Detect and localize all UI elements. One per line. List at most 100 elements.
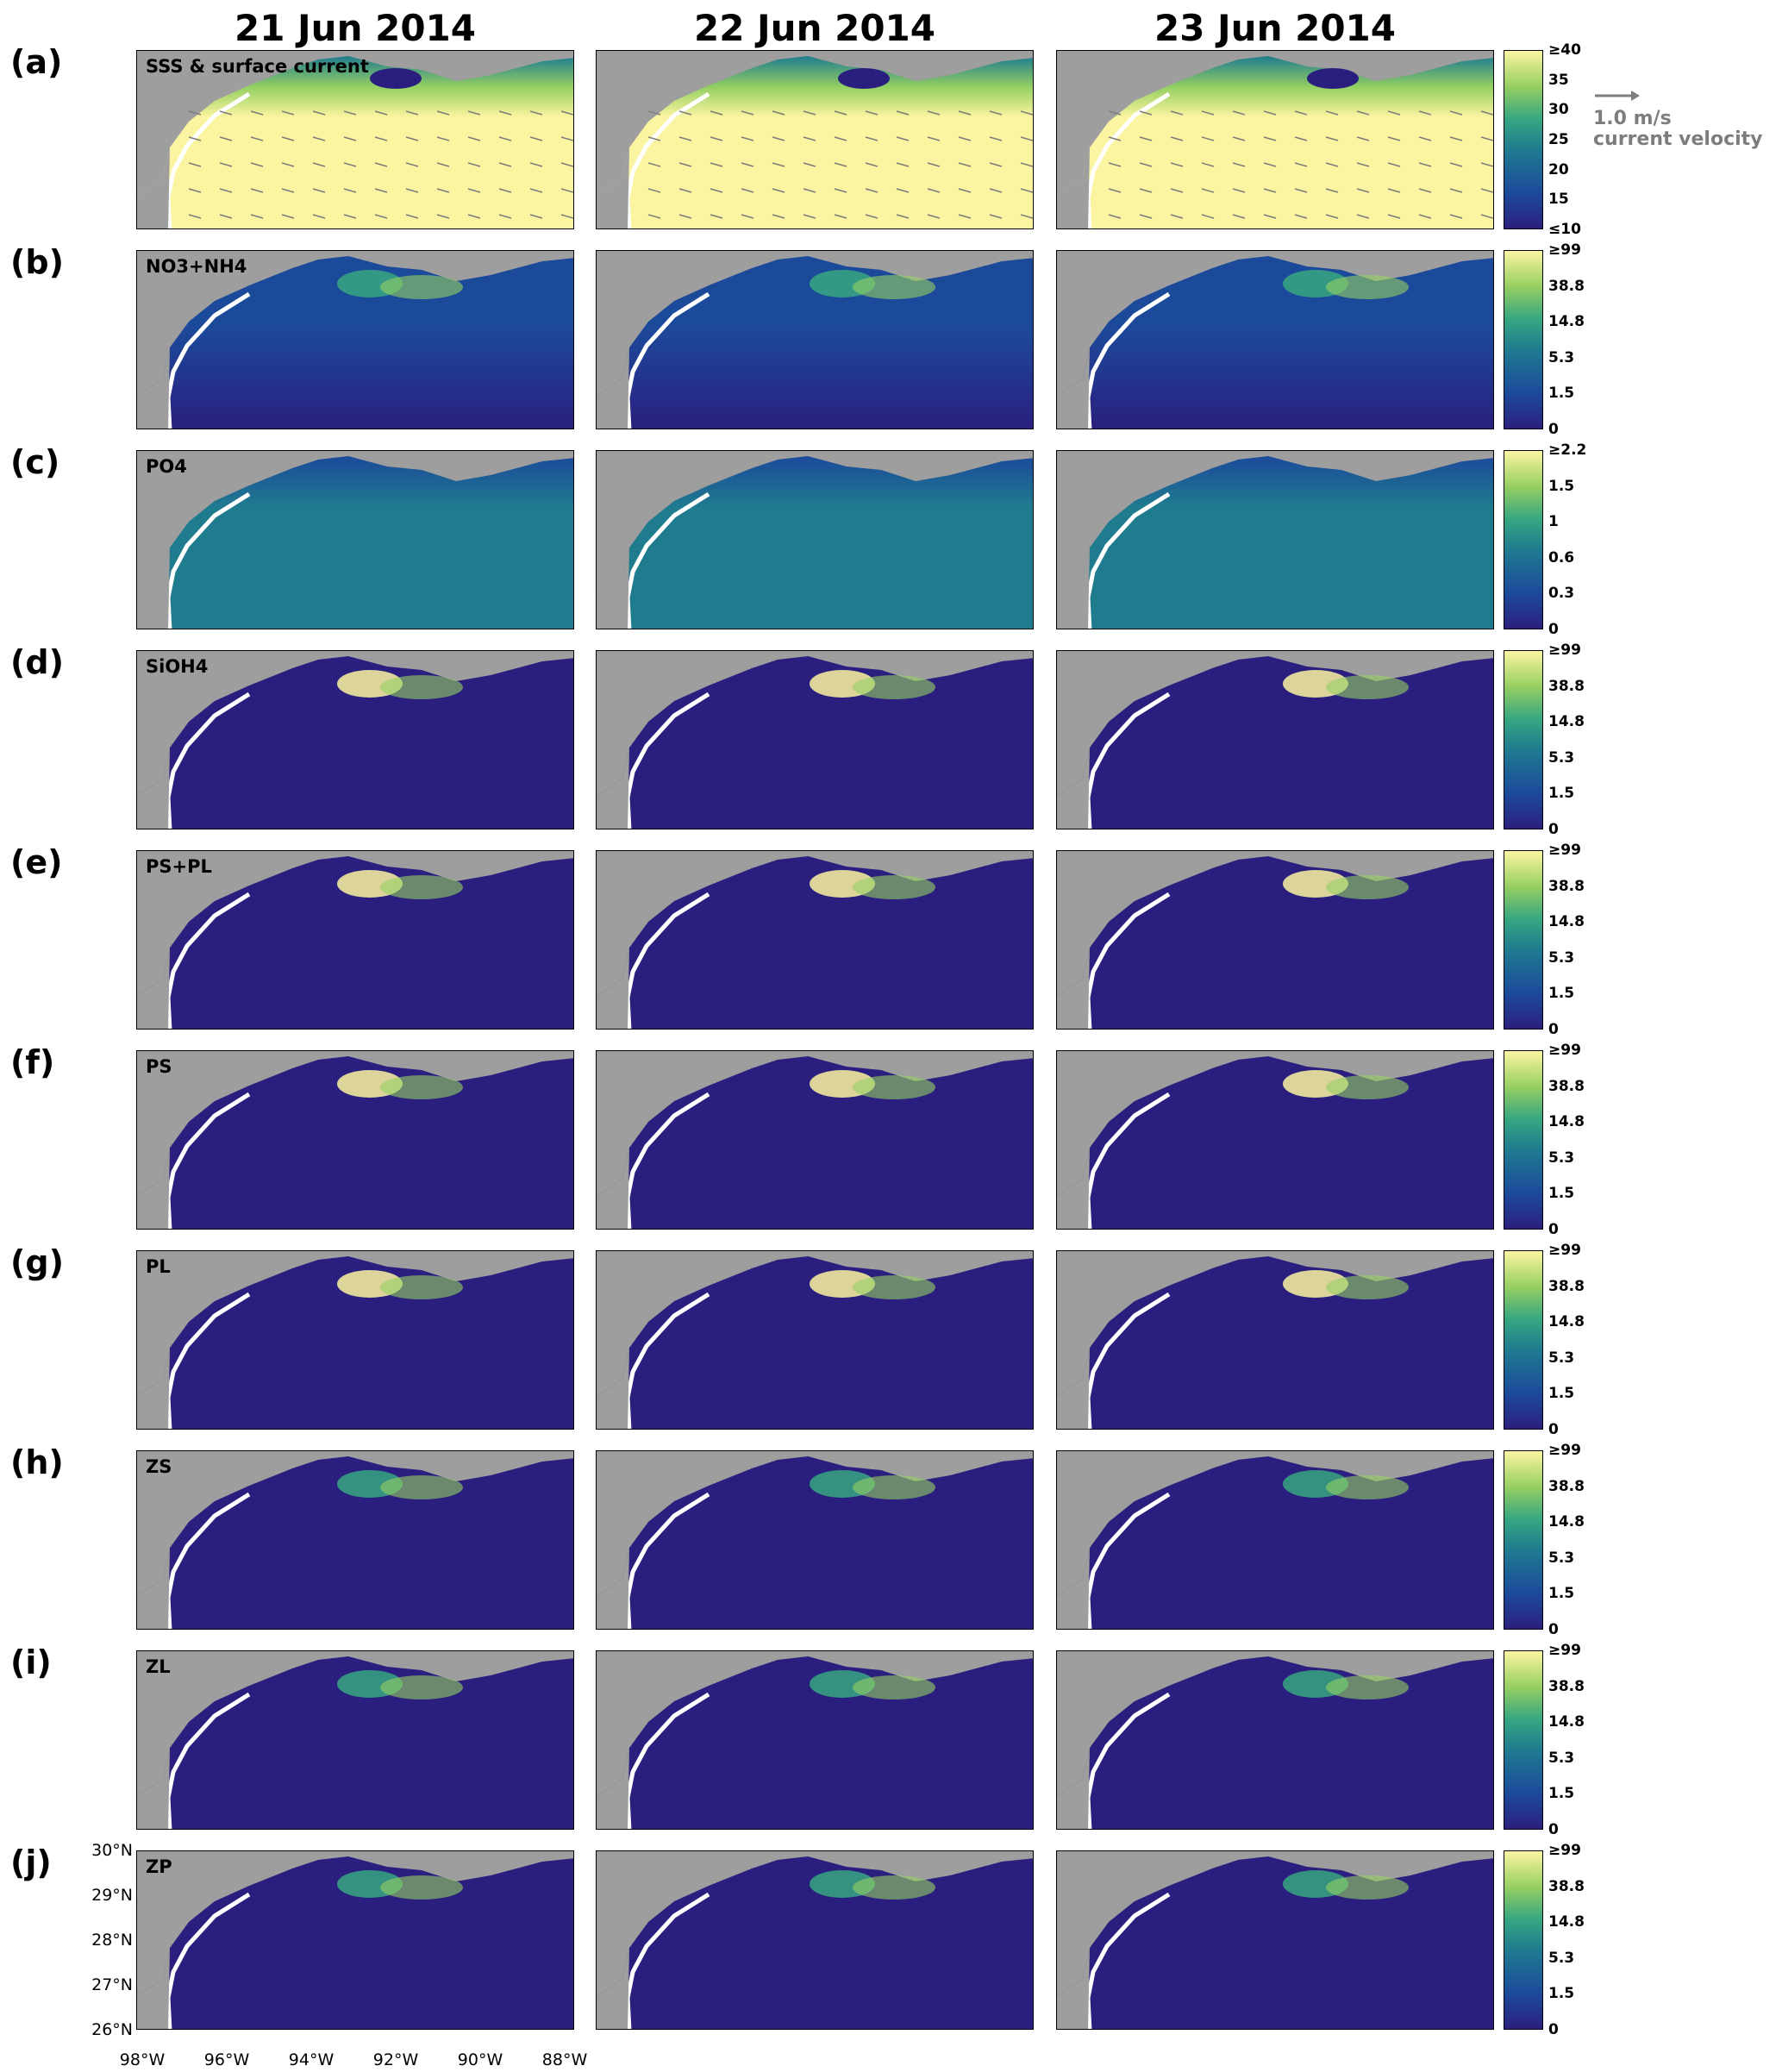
colorbar-tick: 14.8 bbox=[1548, 713, 1585, 731]
variable-label: PS+PL bbox=[146, 856, 212, 877]
map-field bbox=[137, 251, 573, 429]
colorbar-tick: ≥2.2 bbox=[1548, 441, 1587, 459]
map-panel bbox=[596, 1650, 1034, 1830]
map-panel bbox=[596, 1450, 1034, 1630]
colorbar-tick: 14.8 bbox=[1548, 1713, 1585, 1731]
colorbar bbox=[1504, 650, 1543, 829]
map-field bbox=[597, 1451, 1033, 1629]
variable-label: SiOH4 bbox=[146, 656, 209, 677]
map-field bbox=[137, 1051, 573, 1229]
lat-tick: 27°N bbox=[91, 1975, 133, 1994]
colorbar bbox=[1504, 850, 1543, 1030]
variable-label: ZP bbox=[146, 1856, 172, 1877]
map-panel: SiOH4 bbox=[136, 650, 574, 829]
column-title-3: 23 Jun 2014 bbox=[1154, 7, 1396, 49]
column-title-1: 21 Jun 2014 bbox=[234, 7, 476, 49]
colorbar-tick: 14.8 bbox=[1548, 1513, 1585, 1531]
map-panel: ZS bbox=[136, 1450, 574, 1630]
colorbar-ticks: ≥99 38.8 14.8 5.3 1.5 0 bbox=[1548, 1842, 1617, 2038]
panel-label: (h) bbox=[10, 1443, 64, 1481]
colorbar-tick: 0 bbox=[1548, 821, 1559, 838]
colorbar-tick: 35 bbox=[1548, 71, 1569, 89]
lon-tick: 88°W bbox=[541, 2050, 588, 2069]
panel-label: (j) bbox=[10, 1844, 52, 1881]
colorbar bbox=[1504, 1450, 1543, 1630]
colorbar-tick: 15 bbox=[1548, 191, 1569, 209]
map-field bbox=[1057, 1051, 1493, 1229]
column-title-2: 22 Jun 2014 bbox=[693, 7, 935, 49]
map-panel bbox=[596, 1850, 1034, 2030]
map-panel bbox=[596, 850, 1034, 1030]
colorbar-tick: 14.8 bbox=[1548, 1113, 1585, 1131]
panel-label: (f) bbox=[10, 1043, 55, 1081]
map-field bbox=[1057, 1451, 1493, 1629]
panel-label: (d) bbox=[10, 643, 64, 681]
colorbar-tick: 5.3 bbox=[1548, 1549, 1575, 1567]
variable-label: PS bbox=[146, 1056, 172, 1077]
map-panel bbox=[1056, 450, 1494, 629]
map-panel bbox=[596, 450, 1034, 629]
map-panel: PS bbox=[136, 1050, 574, 1230]
colorbar-tick: 1.5 bbox=[1548, 985, 1575, 1003]
map-field bbox=[1057, 851, 1493, 1029]
variable-label: PO4 bbox=[146, 456, 187, 477]
colorbar-tick: 14.8 bbox=[1548, 1913, 1585, 1931]
colorbar-tick: 5.3 bbox=[1548, 948, 1575, 967]
lat-tick: 28°N bbox=[91, 1931, 133, 1950]
map-field bbox=[137, 51, 573, 228]
lat-tick: 30°N bbox=[91, 1841, 133, 1860]
colorbar-tick: 0 bbox=[1548, 1221, 1559, 1238]
map-field bbox=[1057, 1251, 1493, 1429]
colorbar-tick: ≥99 bbox=[1548, 642, 1581, 659]
panel-label: (g) bbox=[10, 1243, 64, 1281]
colorbar-ticks: ≥99 38.8 14.8 5.3 1.5 0 bbox=[1548, 1642, 1617, 1838]
colorbar-tick: 0 bbox=[1548, 1621, 1559, 1638]
colorbar-tick: ≥99 bbox=[1548, 1842, 1581, 1859]
colorbar-tick: ≥40 bbox=[1548, 41, 1581, 59]
colorbar-ticks: ≥99 38.8 14.8 5.3 1.5 0 bbox=[1548, 642, 1617, 838]
colorbar-tick: 1.5 bbox=[1548, 1585, 1575, 1603]
colorbar-tick: 5.3 bbox=[1548, 1749, 1575, 1767]
map-field bbox=[1057, 1651, 1493, 1829]
colorbar-tick: 0 bbox=[1548, 1021, 1559, 1038]
map-panel bbox=[1056, 1850, 1494, 2030]
colorbar-tick: 20 bbox=[1548, 160, 1569, 178]
colorbar-tick: 1.5 bbox=[1548, 1985, 1575, 2003]
map-panel: ZL bbox=[136, 1650, 574, 1830]
colorbar-tick: 5.3 bbox=[1548, 348, 1575, 366]
map-field bbox=[1057, 451, 1493, 629]
lon-tick: 96°W bbox=[203, 2050, 250, 2069]
legend-speed: 1.0 m/s bbox=[1593, 108, 1672, 129]
map-panel bbox=[1056, 850, 1494, 1030]
colorbar-tick: 5.3 bbox=[1548, 1149, 1575, 1167]
variable-label: ZL bbox=[146, 1656, 171, 1677]
colorbar-tick: ≥99 bbox=[1548, 842, 1581, 859]
colorbar-tick: ≥99 bbox=[1548, 1442, 1581, 1459]
colorbar-tick: 1.5 bbox=[1548, 1185, 1575, 1203]
map-field bbox=[137, 851, 573, 1029]
colorbar-tick: ≤10 bbox=[1548, 221, 1581, 238]
colorbar-tick: 38.8 bbox=[1548, 277, 1585, 295]
colorbar-tick: 38.8 bbox=[1548, 1677, 1585, 1695]
map-panel bbox=[596, 50, 1034, 229]
lon-tick: 98°W bbox=[119, 2050, 166, 2069]
colorbar-tick: 1.5 bbox=[1548, 477, 1575, 495]
colorbar-tick: 0 bbox=[1548, 2021, 1559, 2038]
map-panel: SSS & surface current bbox=[136, 50, 574, 229]
legend-caption: current velocity bbox=[1593, 128, 1763, 150]
colorbar-tick: 1.5 bbox=[1548, 385, 1575, 403]
map-field bbox=[137, 651, 573, 829]
colorbar bbox=[1504, 1850, 1543, 2030]
colorbar-tick: 0 bbox=[1548, 421, 1559, 438]
colorbar-tick: ≥99 bbox=[1548, 1042, 1581, 1059]
lat-tick: 29°N bbox=[91, 1886, 133, 1905]
map-field bbox=[1057, 51, 1493, 228]
colorbar-tick: 0.3 bbox=[1548, 585, 1575, 603]
map-panel bbox=[596, 1050, 1034, 1230]
map-field bbox=[137, 1651, 573, 1829]
lon-tick: 94°W bbox=[288, 2050, 335, 2069]
map-field bbox=[597, 1051, 1033, 1229]
colorbar-ticks: ≥99 38.8 14.8 5.3 1.5 0 bbox=[1548, 842, 1617, 1038]
colorbar bbox=[1504, 50, 1543, 229]
map-panel: ZP bbox=[136, 1850, 574, 2030]
